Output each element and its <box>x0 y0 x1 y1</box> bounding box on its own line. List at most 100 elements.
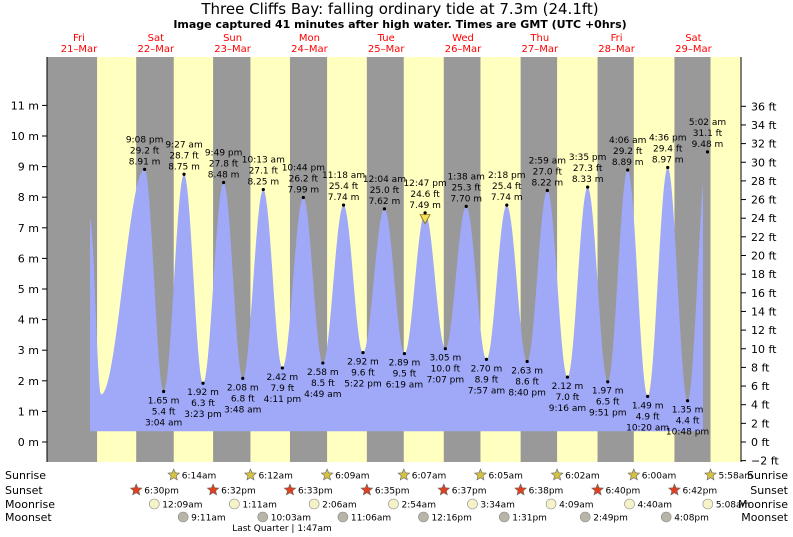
extreme-point <box>545 188 549 193</box>
low-tide-label: 2.58 m <box>307 368 339 378</box>
day-date: 28–Mar <box>598 44 635 55</box>
sunset-time: 6:30pm <box>144 487 179 497</box>
high-tide-label: 27.8 ft <box>209 160 239 170</box>
moonrise-icon <box>702 498 714 510</box>
right-tick-label: 28 ft <box>751 175 777 188</box>
low-tide-label: 4:11 pm <box>264 395 302 405</box>
extreme-point <box>321 361 325 365</box>
high-tide-label: 9:49 pm <box>205 149 243 159</box>
low-tide-label: 7:07 pm <box>427 376 465 386</box>
high-tide-label: 10:13 am <box>242 156 285 166</box>
right-tick-label: 30 ft <box>751 156 777 169</box>
moonset-icon <box>337 511 349 523</box>
right-tick-label: 10 ft <box>751 343 777 356</box>
day-date: 26–Mar <box>445 44 482 55</box>
sunrise-time: 6:02am <box>565 472 600 482</box>
moonrise-time: 2:54am <box>401 501 436 511</box>
moonrise-time: 1:11am <box>242 501 277 511</box>
current-tide-marker <box>419 214 431 225</box>
high-tide-label: 28.7 ft <box>169 151 199 161</box>
extreme-point <box>402 351 407 356</box>
extreme-point <box>222 180 226 185</box>
moonrise-icon <box>624 498 635 510</box>
low-tide-label: 6.5 ft <box>596 398 620 408</box>
left-tick-label: 6 m <box>18 252 39 265</box>
left-tick-label: 5 m <box>18 283 39 296</box>
day-name: Fri <box>611 33 623 44</box>
sunset-time: 6:40pm <box>606 487 641 497</box>
high-tide-label: 8.89 m <box>612 158 644 168</box>
high-tide-label: 12:47 pm <box>403 179 446 189</box>
moonset-icon <box>498 511 510 523</box>
right-tick-label: 36 ft <box>751 100 777 113</box>
right-tick-label: 6 ft <box>751 380 770 393</box>
moonrise-icon <box>388 498 399 510</box>
high-tide-label: 4:36 pm <box>649 134 687 144</box>
low-tide-label: 8.9 ft <box>475 375 499 385</box>
day-date: 22–Mar <box>138 44 175 55</box>
right-tick-label: 32 ft <box>751 138 777 151</box>
high-tide-label: 7.70 m <box>450 194 482 204</box>
low-tide-label: 9:16 am <box>549 404 586 414</box>
sunset-row-label-left: Sunset <box>5 484 43 497</box>
high-tide-label: 8.25 m <box>247 178 279 188</box>
high-tide-label: 29.2 ft <box>613 147 643 157</box>
high-tide-label: 31.1 ft <box>693 129 723 139</box>
left-tick-label: 9 m <box>18 161 39 174</box>
left-tick-label: 1 m <box>18 405 39 418</box>
day-date: 27–Mar <box>522 44 559 55</box>
right-tick-label: 20 ft <box>751 250 777 263</box>
moonset-time: 11:06am <box>351 514 391 524</box>
moonset-icon <box>660 511 672 523</box>
sunrise-time: 6:12am <box>258 472 293 482</box>
moon-phase: Last Quarter | 1:47am <box>232 524 332 534</box>
high-tide-label: 4:06 am <box>609 136 646 146</box>
right-tick-label: 18 ft <box>751 268 777 281</box>
extreme-point <box>162 389 166 394</box>
extreme-point <box>484 357 489 361</box>
sunset-icon <box>129 483 143 496</box>
sunset-icon <box>667 483 681 496</box>
day-name: Sat <box>685 33 701 44</box>
left-tick-label: 11 m <box>11 99 39 112</box>
low-tide-label: 1.49 m <box>632 401 664 411</box>
high-tide-label: 25.4 ft <box>329 182 359 192</box>
right-tick-label: −2 ft <box>751 455 779 468</box>
left-tick-label: 7 m <box>18 222 39 235</box>
day-date: 29–Mar <box>675 44 712 55</box>
moonrise-time: 3:34am <box>480 501 515 511</box>
right-tick-label: 12 ft <box>751 324 777 337</box>
day-name: Thu <box>529 33 549 44</box>
extreme-point <box>586 185 590 189</box>
high-tide-label: 7.62 m <box>369 197 401 207</box>
day-name: Wed <box>452 33 474 44</box>
extreme-point <box>525 359 529 364</box>
sunrise-icon <box>397 468 411 481</box>
high-tide-label: 25.0 ft <box>370 186 400 196</box>
sunrise-row-label-left: Sunrise <box>5 469 46 482</box>
sunrise-time: 6:09am <box>335 472 370 482</box>
day-name: Mon <box>299 33 320 44</box>
night-band <box>47 57 98 462</box>
low-tide-label: 2.70 m <box>471 364 503 374</box>
low-tide-label: 1.65 m <box>148 397 180 407</box>
low-tide-label: 7.0 ft <box>556 393 580 403</box>
right-tick-label: 14 ft <box>751 305 777 318</box>
low-tide-label: 8.6 ft <box>515 378 539 388</box>
moonrise-icon <box>467 498 478 510</box>
high-tide-label: 8.97 m <box>652 156 684 166</box>
high-tide-label: 9:08 pm <box>126 135 164 145</box>
high-tide-label: 29.4 ft <box>653 145 683 155</box>
sunset-icon <box>591 483 605 496</box>
right-tick-label: 0 ft <box>751 436 770 449</box>
high-tide-label: 2:59 am <box>529 156 566 166</box>
moonset-time: 4:08pm <box>674 514 709 524</box>
left-tick-label: 8 m <box>18 191 39 204</box>
chart-title: Three Cliffs Bay: falling ordinary tide … <box>200 0 598 18</box>
low-tide-label: 9.5 ft <box>393 370 417 380</box>
moonrise-icon <box>229 498 240 510</box>
right-tick-label: 26 ft <box>751 194 777 207</box>
low-tide-label: 9:51 pm <box>589 409 627 419</box>
extreme-point <box>361 351 365 355</box>
left-tick-label: 2 m <box>18 375 39 388</box>
